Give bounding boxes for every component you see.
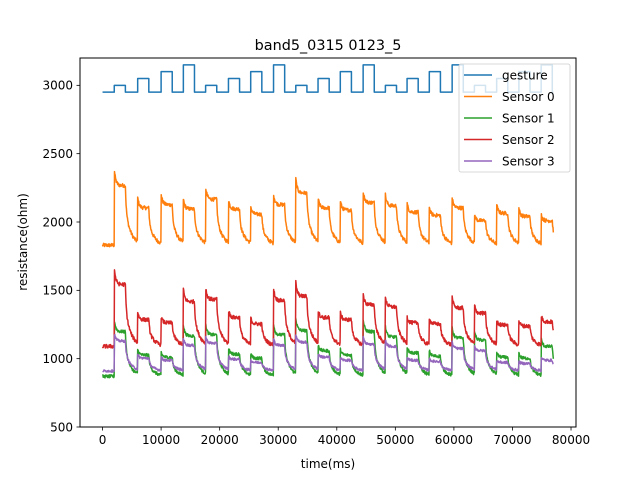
x-tick-label: 80000: [552, 433, 590, 447]
legend: gesture Sensor 0 Sensor 1 Sensor 2 Sensor 3: [458, 63, 571, 173]
x-tick-label: 70000: [493, 433, 531, 447]
y-tick-label: 2000: [42, 215, 73, 229]
x-axis-label: time(ms): [301, 457, 355, 471]
y-tick-label: 500: [50, 420, 73, 434]
chart-title: band5_0315 0123_5: [255, 38, 402, 54]
y-tick-label: 1500: [42, 284, 73, 298]
series-line-sensor-0: [101, 170, 555, 248]
x-tick-label: 60000: [435, 433, 473, 447]
y-axis-label: resistance(ohm): [16, 193, 30, 291]
x-tick-label: 50000: [376, 433, 414, 447]
legend-label: Sensor 0: [502, 90, 555, 104]
legend-label: Sensor 2: [502, 133, 555, 147]
x-tick-label: 20000: [201, 433, 239, 447]
y-axis-ticks: 500 1000 1500 2000 2500 3000: [42, 79, 80, 434]
y-tick-label: 1000: [42, 352, 73, 366]
y-tick-label: 3000: [42, 79, 73, 93]
y-tick-label: 2500: [42, 147, 73, 161]
series-line-sensor-2: [101, 269, 555, 349]
x-tick-label: 10000: [142, 433, 180, 447]
axes-frame: [79, 57, 577, 428]
x-tick-label: 30000: [259, 433, 297, 447]
legend-label: Sensor 1: [502, 111, 555, 125]
legend-label: gesture: [502, 68, 548, 82]
x-axis-ticks: 0 10000 20000 30000 40000 50000 60000 70000 8000…: [99, 427, 590, 447]
legend-box: [458, 63, 571, 173]
x-tick-label: 0: [99, 433, 107, 447]
x-tick-label: 40000: [318, 433, 356, 447]
series-line-sensor-3: [102, 333, 554, 373]
series-line-sensor-1: [101, 317, 555, 379]
legend-label: Sensor 3: [502, 154, 555, 168]
